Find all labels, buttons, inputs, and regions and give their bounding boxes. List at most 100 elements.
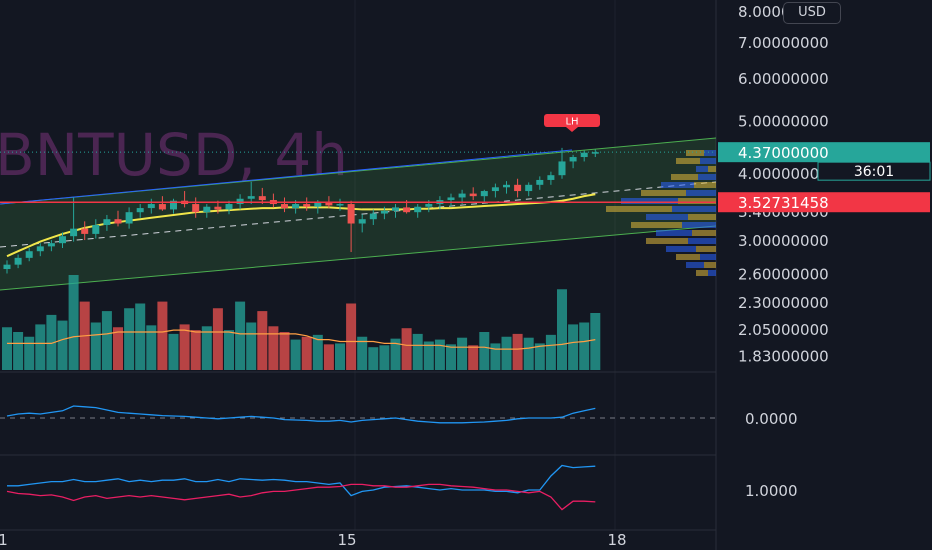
volume-profile-row (606, 206, 672, 212)
volume-bar (357, 336, 368, 370)
candle-body (203, 206, 211, 213)
candle-body (514, 184, 522, 192)
volume-profile-row (708, 166, 716, 172)
volume-bar (379, 345, 390, 370)
volume-bar (368, 347, 379, 370)
volume-bar (290, 339, 301, 370)
volume-bar (257, 311, 268, 370)
candle-body (70, 228, 78, 237)
volume-bar (523, 337, 534, 370)
candle-body (358, 219, 366, 224)
candle-body (281, 204, 288, 209)
volume-profile-row (686, 262, 704, 268)
channel-middle-line (0, 181, 717, 248)
volume-profile-row (708, 270, 716, 276)
volume-bar (90, 322, 101, 370)
volume-profile-row (672, 206, 716, 212)
volume-profile-row (666, 246, 696, 252)
volume-bar (557, 289, 567, 370)
candle-body (225, 204, 233, 210)
price-tick-label: 6.00000000 (738, 70, 829, 88)
volume-profile-row (700, 254, 716, 260)
currency-button[interactable]: USD (783, 2, 841, 24)
volume-bar (446, 344, 456, 370)
price-tick-label: 3.00000000 (738, 232, 829, 250)
candle-body (314, 202, 322, 207)
volume-bar (335, 343, 345, 370)
volume-profile-row (696, 270, 708, 276)
last-price-label-box (718, 142, 930, 163)
volume-profile-row (694, 182, 716, 188)
price-tick-label: 5.00000000 (738, 113, 829, 131)
price-labels: 4.37000000 36:01 3.52731458 (718, 142, 931, 213)
candle-body (547, 175, 555, 180)
volume-bars (2, 275, 601, 370)
volume-profile-row (621, 198, 678, 204)
volume-bar (68, 275, 79, 370)
time-axis[interactable]: 1 15 18 (0, 531, 627, 549)
candle-body (591, 152, 599, 154)
candle-body (114, 219, 122, 224)
volume-profile-row (698, 174, 716, 180)
volume-profile-row (688, 214, 716, 220)
candle-body (147, 204, 155, 209)
volume-bar (468, 345, 479, 370)
volume-profile-row (676, 254, 700, 260)
volume-profile (606, 150, 716, 276)
volume-bar (434, 339, 445, 370)
candlesticks (3, 147, 599, 274)
candle-body (536, 179, 544, 185)
oscillator-1-line (6, 405, 596, 424)
volume-bar (224, 330, 234, 370)
volume-bar (13, 332, 24, 370)
volume-profile-row (641, 190, 686, 196)
candle-body (347, 204, 355, 224)
level-price-label-box (718, 192, 930, 213)
price-tick-label: 2.05000000 (738, 321, 829, 339)
candle-body (136, 208, 144, 213)
volume-bar (246, 322, 257, 370)
candle-body (491, 187, 499, 192)
candle-body (247, 196, 255, 199)
candle-body (369, 213, 377, 220)
volume-bar (146, 325, 157, 370)
candle-body (14, 257, 22, 265)
volume-bar (412, 333, 423, 370)
candle-body (125, 212, 133, 224)
volume-profile-row (688, 238, 716, 244)
volume-bar (401, 328, 412, 370)
volume-profile-row (686, 190, 716, 196)
volume-bar (2, 327, 12, 370)
candle-body (303, 204, 311, 207)
volume-profile-row (704, 150, 716, 156)
volume-profile-row (682, 222, 716, 228)
volume-profile-row (646, 238, 688, 244)
volume-moving-average (7, 329, 596, 350)
time-tick-label: 15 (337, 531, 356, 549)
volume-profile-row (631, 222, 682, 228)
lh-annotation-box (544, 114, 600, 127)
oscillator-1-tick-label: 0.0000 (745, 410, 798, 428)
oscillator-2-blue-line (7, 464, 596, 497)
oscillator-2-red-line (6, 483, 596, 511)
volume-profile-row (678, 198, 716, 204)
candle-body (458, 193, 466, 198)
volume-bar (279, 332, 290, 370)
volume-profile-row (671, 174, 698, 180)
candle-body (92, 224, 100, 234)
price-axis[interactable]: 8.000000007.000000006.000000005.00000000… (738, 3, 829, 500)
candle-body (469, 193, 477, 197)
price-tick-label: 1.83000000 (738, 348, 829, 366)
volume-bar (57, 320, 68, 370)
volume-bar (457, 337, 468, 370)
oscillator-2-tick-label: 1.0000 (745, 482, 798, 500)
volume-bar (301, 336, 312, 370)
candle-body (192, 204, 200, 213)
candle-body (236, 198, 244, 205)
volume-bar (124, 308, 135, 370)
volume-bar (390, 338, 401, 370)
volume-bar (501, 336, 512, 370)
price-tick-label: 2.30000000 (738, 294, 829, 312)
trend-line (0, 149, 573, 205)
